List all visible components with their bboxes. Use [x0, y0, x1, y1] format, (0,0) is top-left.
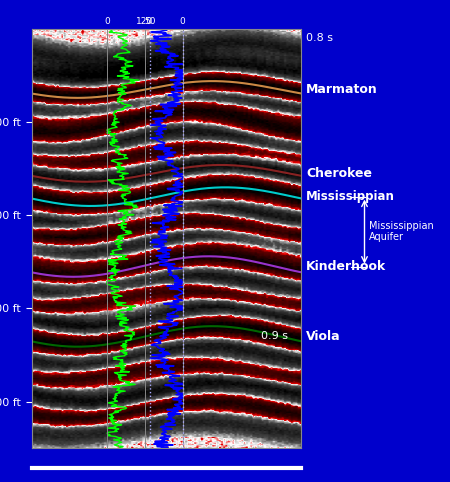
Text: 0: 0 [180, 17, 185, 26]
Text: Viola: Viola [306, 330, 341, 343]
Text: 0.9 s: 0.9 s [261, 332, 288, 341]
Text: 0: 0 [104, 17, 110, 26]
Text: Cherokee: Cherokee [306, 167, 372, 180]
Text: Kinderhook: Kinderhook [306, 260, 386, 273]
Text: Mississippian
Aquifer: Mississippian Aquifer [369, 221, 434, 242]
Text: 50: 50 [144, 17, 156, 26]
Text: Marmaton: Marmaton [306, 83, 378, 96]
Text: 0.8 s: 0.8 s [306, 33, 333, 43]
Text: Mississippian: Mississippian [306, 190, 395, 203]
Text: 120: 120 [136, 17, 153, 26]
